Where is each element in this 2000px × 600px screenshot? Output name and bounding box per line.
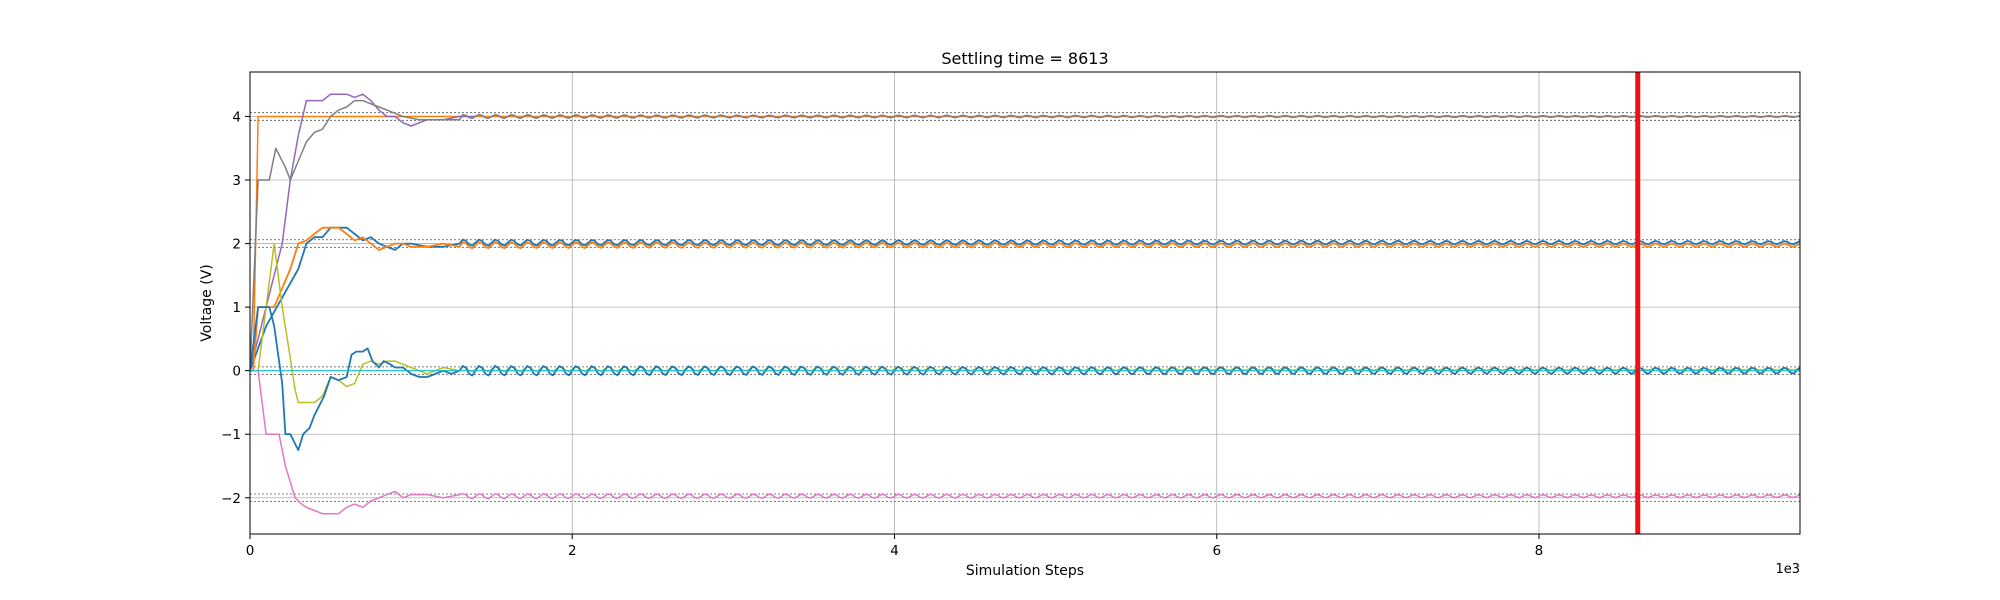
x-tick-label: 4 (890, 543, 899, 559)
series-line (250, 306, 1800, 451)
series-lines (250, 93, 1800, 515)
series-line (250, 369, 1800, 515)
chart-title: Settling time = 8613 (941, 49, 1108, 68)
series-line (250, 226, 1800, 372)
x-tick-label: 0 (246, 543, 255, 559)
y-tick-label: −1 (221, 427, 241, 443)
y-axis-label: Voltage (V) (199, 264, 215, 341)
x-tick-label: 6 (1212, 543, 1221, 559)
series-line (250, 99, 1800, 371)
axis-ticks: 0 2 4 6 8 −2 −1 0 1 2 3 4 (221, 109, 1543, 559)
y-tick-label: 2 (232, 237, 241, 253)
x-tick-label: 8 (1535, 543, 1544, 559)
x-tick-label: 2 (568, 543, 577, 559)
y-tick-label: 1 (232, 300, 241, 316)
y-tick-label: 3 (232, 173, 241, 189)
series-line (250, 226, 1800, 372)
y-tick-label: −2 (221, 491, 241, 507)
y-tick-label: 4 (232, 109, 241, 125)
x-axis-label: Simulation Steps (966, 563, 1084, 579)
plot-frame (249, 71, 1801, 535)
x-axis-exponent: 1e3 (1775, 562, 1800, 577)
y-tick-label: 0 (232, 364, 241, 380)
plot-background (250, 72, 1800, 534)
